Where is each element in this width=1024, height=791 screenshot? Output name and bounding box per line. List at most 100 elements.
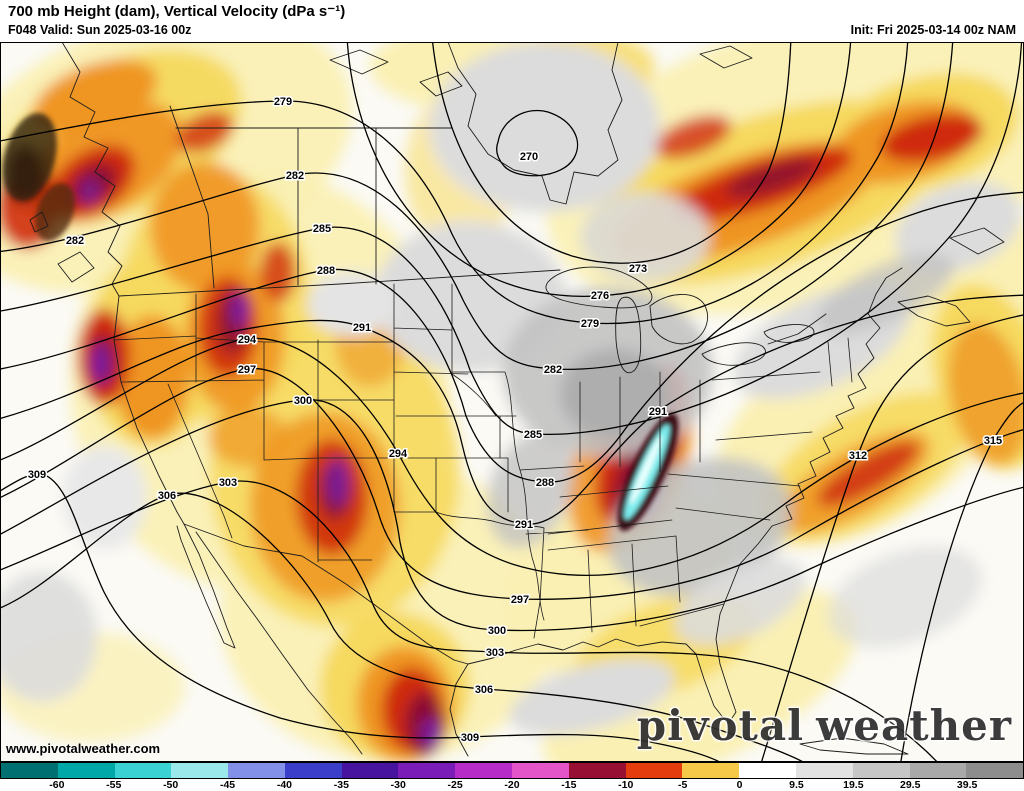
contour-297 — [0, 368, 1024, 600]
page-title: 700 mb Height (dam), Vertical Velocity (… — [8, 3, 346, 20]
watermark-link[interactable]: www.pivotalweather.com — [6, 741, 161, 756]
contour-label-279: 279 — [274, 96, 292, 108]
contour-306 — [0, 492, 805, 762]
contour-label-294: 294 — [389, 448, 408, 460]
contour-label-291: 291 — [353, 322, 371, 334]
colorbar-tick: -60 — [49, 779, 65, 791]
contour-291 — [0, 294, 1024, 525]
colorbar-segment — [852, 763, 910, 778]
contour-273 — [431, 42, 792, 264]
colorbar-swatches — [0, 762, 1024, 779]
colorbar-tick-labels: -60 -55 -50 -45 -40 -35 -30 -25 -20 -15 -10 -5 0 9.5 1… — [0, 779, 1024, 791]
contour-label-291: 291 — [649, 406, 667, 418]
contour-label-306: 306 — [475, 684, 493, 696]
contour-label-273: 273 — [629, 263, 647, 275]
coastline-east-gulf — [467, 293, 881, 725]
contour-label-285: 285 — [313, 223, 331, 235]
contour-label-291: 291 — [515, 519, 533, 531]
nova-scotia — [897, 295, 971, 327]
colorbar-segment — [171, 763, 229, 778]
contour-label-303: 303 — [219, 477, 237, 489]
colorbar-tick: 9.5 — [789, 779, 804, 791]
colorbar-tick: -20 — [504, 779, 520, 791]
contour-label-282: 282 — [544, 364, 562, 376]
state-borders — [113, 283, 853, 639]
map-canvas: 279 270 282 282 285 273 288 276 279 291 294 297 282 3… — [0, 42, 1024, 762]
colorbar: -60 -55 -50 -45 -40 -35 -30 -25 -20 -15 -10 -5 0 9.5 1… — [0, 762, 1024, 791]
lake-ontario — [763, 324, 815, 343]
colorbar-segment — [228, 763, 285, 778]
colorbar-segment — [114, 763, 172, 778]
colorbar-segment — [739, 763, 796, 778]
contour-label-294: 294 — [238, 334, 257, 346]
cuba — [799, 737, 909, 755]
colorbar-segment — [966, 763, 1024, 778]
colorbar-segment — [341, 763, 399, 778]
colorbar-segment — [682, 763, 740, 778]
header: 700 mb Height (dam), Vertical Velocity (… — [0, 0, 1024, 42]
colorbar-tick: 19.5 — [843, 779, 864, 791]
vancouver-island — [57, 251, 95, 283]
weather-map: 279 270 282 282 285 273 288 276 279 291 294 297 282 3… — [0, 42, 1024, 762]
contour-312 — [760, 314, 1024, 762]
contour-label-288: 288 — [317, 265, 335, 277]
contour-label-309: 309 — [461, 732, 479, 744]
contour-label-303: 303 — [486, 647, 504, 659]
colorbar-tick: -10 — [618, 779, 634, 791]
contour-label-300: 300 — [488, 625, 506, 637]
rio-grande-border — [183, 523, 469, 665]
contour-285 — [0, 42, 1023, 436]
contour-label-315: 315 — [984, 435, 1002, 447]
contour-labels: 279 270 282 282 285 273 288 276 279 291 294 297 282 3… — [26, 95, 1003, 746]
contour-label-297: 297 — [238, 364, 256, 376]
contour-label-282: 282 — [286, 170, 304, 182]
texas-mexico-gulf-coast — [449, 663, 469, 757]
storm-core-layer — [3, 113, 679, 531]
contour-315 — [900, 401, 1024, 762]
lake-superior — [545, 266, 653, 309]
coastline-west — [61, 42, 185, 525]
contour-282 — [0, 42, 954, 371]
contour-288 — [0, 191, 1024, 483]
haida-gwaii — [29, 211, 49, 233]
contour-279 — [0, 42, 909, 325]
pivotal-weather-logo: pivotal weather — [637, 701, 1012, 750]
height-contour-lines — [0, 42, 1024, 762]
colorbar-tick: -30 — [390, 779, 406, 791]
contour-label-285: 285 — [524, 429, 542, 441]
colorbar-tick: 39.5 — [956, 779, 978, 791]
contour-label-309: 309 — [28, 469, 46, 481]
logo-word-weather: weather — [816, 701, 1012, 750]
colorbar-segment — [625, 763, 683, 778]
logo-word-pivotal: pivotal — [636, 701, 805, 750]
colorbar-tick: -55 — [106, 779, 122, 791]
colorbar-segment — [1, 763, 58, 778]
colorbar-tick: 29.5 — [900, 779, 921, 791]
geo-borders — [29, 42, 1005, 757]
valid-time-label: F048 Valid: Sun 2025-03-16 00z — [8, 23, 192, 37]
contour-label-276: 276 — [591, 290, 609, 302]
hudson-bay — [447, 42, 623, 205]
contour-label-288: 288 — [536, 477, 554, 489]
contour-label-306: 306 — [158, 490, 176, 502]
gulf-st-lawrence — [767, 227, 1005, 345]
colorbar-segment — [398, 763, 456, 778]
colorbar-segment — [284, 763, 342, 778]
colorbar-segment — [455, 763, 513, 778]
colorbar-tick: -5 — [677, 779, 688, 791]
baja-peninsula — [176, 523, 236, 649]
contour-309 — [0, 473, 722, 762]
colorbar-tick: -50 — [163, 779, 179, 791]
contour-300 — [0, 399, 1024, 632]
contour-276 — [346, 42, 852, 298]
vv-shading-layer — [0, 42, 1024, 762]
contour-294 — [0, 337, 1024, 576]
colorbar-segment — [795, 763, 853, 778]
colorbar-tick: -35 — [333, 779, 349, 791]
contour-label-279: 279 — [581, 318, 599, 330]
colorbar-tick: -15 — [561, 779, 577, 791]
contour-label-270: 270 — [520, 151, 538, 163]
init-time-label: Init: Fri 2025-03-14 00z NAM — [850, 23, 1016, 37]
colorbar-tick: -25 — [447, 779, 463, 791]
colorbar-segment — [909, 763, 967, 778]
